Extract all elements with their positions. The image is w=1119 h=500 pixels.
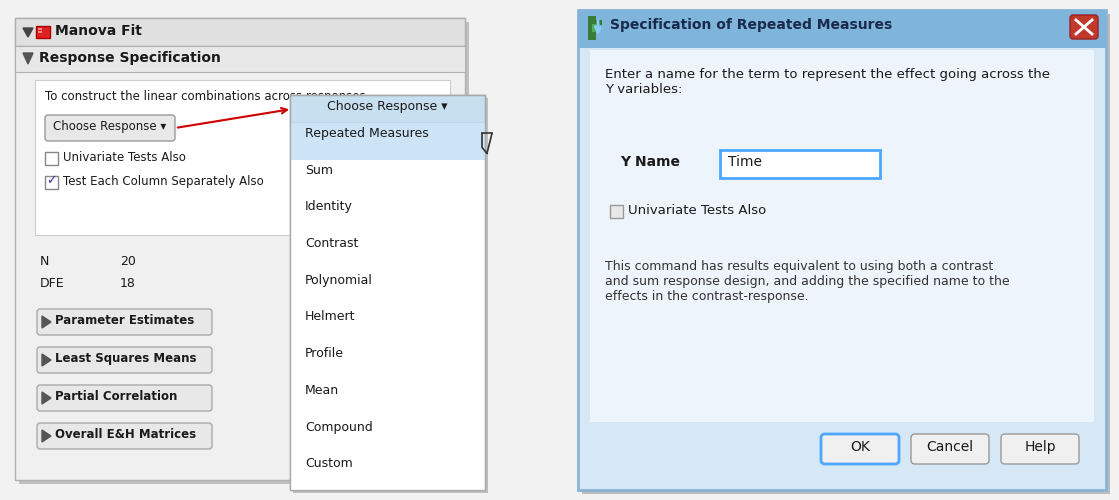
FancyBboxPatch shape (37, 347, 211, 373)
Bar (45, 152, 58, 165)
Bar (293, 98, 488, 493)
Text: Choose Response ▾: Choose Response ▾ (54, 120, 167, 133)
Polygon shape (43, 316, 51, 328)
Bar (579, 10, 1106, 48)
Text: Manova Fit: Manova Fit (55, 24, 142, 38)
Bar (290, 95, 485, 490)
Bar (45, 176, 58, 189)
Bar (587, 16, 596, 40)
Bar (15, 18, 466, 46)
Text: Help: Help (1024, 440, 1056, 454)
Bar (290, 123, 485, 160)
FancyBboxPatch shape (45, 115, 175, 141)
Text: This command has results equivalent to using both a contrast
and sum response de: This command has results equivalent to u… (605, 260, 1009, 303)
Text: Least Squares Means: Least Squares Means (55, 352, 197, 365)
Text: Response Specification: Response Specification (39, 51, 220, 65)
FancyBboxPatch shape (1070, 15, 1098, 39)
Bar (15, 46, 466, 72)
FancyBboxPatch shape (1002, 434, 1079, 464)
Text: Polynomial: Polynomial (305, 274, 373, 287)
Text: DFE: DFE (40, 277, 65, 290)
Bar (290, 95, 485, 490)
Text: To construct the linear combinations across responses,: To construct the linear combinations acr… (45, 90, 369, 103)
Text: Overall E&H Matrices: Overall E&H Matrices (55, 428, 196, 441)
Bar (290, 196, 485, 233)
Text: Compound: Compound (305, 420, 373, 434)
Bar (290, 270, 485, 306)
Bar (596, 20, 602, 28)
Bar (610, 205, 623, 218)
Text: Time: Time (728, 155, 762, 169)
Bar (290, 380, 485, 416)
Bar (290, 454, 485, 490)
Text: Sum: Sum (305, 164, 333, 176)
Text: 20: 20 (120, 255, 135, 268)
Bar (290, 95, 485, 123)
Bar (720, 150, 880, 178)
Text: Cancel: Cancel (927, 440, 974, 454)
Text: Parameter Estimates: Parameter Estimates (55, 314, 195, 327)
Bar (290, 233, 485, 270)
Text: Test Each Column Separately Also: Test Each Column Separately Also (63, 175, 264, 188)
Text: Helmert: Helmert (305, 310, 356, 324)
Polygon shape (23, 53, 32, 64)
FancyBboxPatch shape (37, 309, 211, 335)
Polygon shape (43, 354, 51, 366)
Text: Mean: Mean (305, 384, 339, 397)
Text: N: N (40, 255, 49, 268)
Text: Repeated Measures: Repeated Measures (305, 127, 429, 140)
Text: Choose Response ▾: Choose Response ▾ (327, 100, 448, 113)
Bar (19, 22, 469, 484)
Bar (290, 306, 485, 343)
FancyBboxPatch shape (821, 434, 899, 464)
Text: Univariate Tests Also: Univariate Tests Also (628, 204, 767, 217)
Bar (38, 31, 43, 33)
Text: Custom: Custom (305, 458, 352, 470)
Bar (290, 343, 485, 380)
Text: Specification of Repeated Measures: Specification of Repeated Measures (610, 18, 892, 32)
Bar (590, 50, 1094, 422)
Bar (38, 28, 43, 30)
Text: OK: OK (850, 440, 869, 454)
Text: Contrast: Contrast (305, 237, 358, 250)
Text: Identity: Identity (305, 200, 352, 213)
Bar (582, 14, 1110, 494)
Text: Y Name: Y Name (620, 155, 680, 169)
Text: Enter a name for the term to represent the effect going across the
Y variables:: Enter a name for the term to represent t… (605, 68, 1050, 96)
Bar (36, 26, 50, 38)
Polygon shape (43, 392, 51, 404)
Text: Univariate Tests Also: Univariate Tests Also (63, 151, 186, 164)
FancyBboxPatch shape (911, 434, 989, 464)
Bar (579, 10, 1106, 490)
Bar (290, 416, 485, 454)
FancyBboxPatch shape (37, 423, 211, 449)
Bar (290, 160, 485, 196)
Text: Partial Correlation: Partial Correlation (55, 390, 178, 403)
Bar (35, 80, 450, 235)
Bar (592, 24, 600, 32)
Text: Profile: Profile (305, 347, 344, 360)
Text: ✓: ✓ (46, 174, 56, 187)
Polygon shape (23, 28, 32, 37)
FancyBboxPatch shape (37, 385, 211, 411)
Text: 18: 18 (120, 277, 135, 290)
Bar (15, 18, 466, 480)
Polygon shape (43, 430, 51, 442)
